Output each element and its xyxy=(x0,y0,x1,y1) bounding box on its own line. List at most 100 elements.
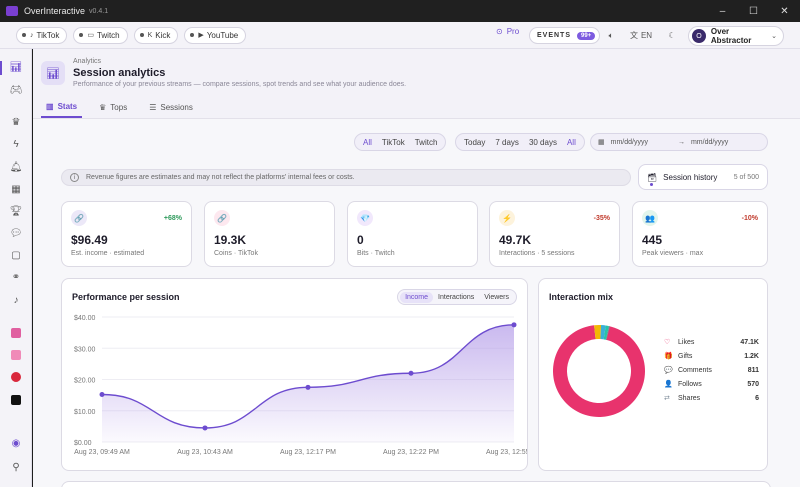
stat-label: Est. income · estimated xyxy=(71,250,145,257)
sidebar-item-music[interactable]: ♪ xyxy=(8,292,24,308)
tiktok-icon: ♪ xyxy=(30,31,34,39)
data-point xyxy=(511,322,517,328)
data-point xyxy=(408,370,414,376)
events-button[interactable]: EVENTS 99+ xyxy=(529,27,601,44)
session-history-button[interactable]: 🗃︎ Session history 5 of 500 xyxy=(638,164,768,190)
moon-icon: ☾ xyxy=(668,31,676,40)
tab-bar: ▥ Stats ♛ Tops ☰ Sessions xyxy=(41,96,210,118)
page-title: Session analytics xyxy=(73,67,166,79)
range-all[interactable]: All xyxy=(566,137,576,147)
user-menu-button[interactable]: O Over Abstractor ⌄ xyxy=(688,26,784,46)
date-arrow-icon: → xyxy=(677,138,685,146)
donut-slice-likes xyxy=(553,325,645,417)
kick-icon: K xyxy=(147,31,153,39)
tab-stats[interactable]: ▥ Stats xyxy=(41,96,83,118)
delta-badge: -10% xyxy=(741,215,758,222)
app-3-icon xyxy=(11,372,21,382)
legend-label: Likes xyxy=(678,338,695,346)
legend-value: 6 xyxy=(755,394,759,402)
sidebar-item-app-4[interactable] xyxy=(8,392,24,408)
platform-label: Kick xyxy=(155,30,171,40)
maximize-button[interactable]: ☐ xyxy=(749,5,758,17)
stat-label: Peak viewers · max xyxy=(642,250,704,257)
date-range-picker[interactable]: ▦ mm/dd/yyyy → mm/dd/yyyy xyxy=(590,133,768,151)
performance-chart: $0.00 $10.00 $20.00 $30.00 $40.00 Aug 23, 09:… xyxy=(74,315,527,456)
legend-label: Comments xyxy=(678,366,712,374)
sidebar-item-chat[interactable]: 💬︎ xyxy=(8,225,24,241)
range-today[interactable]: Today xyxy=(464,137,486,147)
app-title: OverInteractive xyxy=(24,6,86,16)
sidebar-item-games[interactable]: 🎮︎ xyxy=(8,82,24,98)
sidebar-item-widgets[interactable]: ▦ xyxy=(8,181,24,197)
sidebar-item-app-3[interactable] xyxy=(8,369,24,385)
legend-item-follows: 👤 Follows 570 xyxy=(664,377,759,391)
tab-sessions[interactable]: ☰ Sessions xyxy=(144,96,198,118)
sidebar-item-actions[interactable]: ϟ xyxy=(8,136,24,152)
sidebar-item-status[interactable]: ◉ xyxy=(8,435,24,451)
mix-title: Interaction mix xyxy=(549,292,614,302)
platform-youtube-chip[interactable]: ▶ YouTube xyxy=(184,26,247,44)
toggle-income[interactable]: Income xyxy=(400,291,434,303)
data-point xyxy=(202,425,208,431)
platform-label: TikTok xyxy=(36,30,60,40)
stat-value: 49.7K xyxy=(499,233,532,247)
legend-label: Follows xyxy=(678,380,702,388)
platform-label: YouTube xyxy=(206,30,239,40)
close-button[interactable]: ✕ xyxy=(780,5,789,17)
stat-card-viewers: 👥 -10% 445 Peak viewers · max xyxy=(632,201,768,267)
tab-label: Sessions xyxy=(160,102,193,112)
sidebar-item-pin[interactable]: ⚲ xyxy=(8,459,24,475)
x-tick-label: Aug 23, 12:22 PM xyxy=(383,449,439,456)
legend-value: 47.1K xyxy=(740,338,759,346)
legend-icon: 🎁 xyxy=(664,353,673,360)
platform-filter: All TikTok Twitch xyxy=(354,133,447,151)
sidebar-item-alerts[interactable]: 🔔︎ xyxy=(8,159,24,175)
gamepad-icon: 🎮︎ xyxy=(9,84,23,96)
sidebar-item-trophies[interactable]: 🏆︎ xyxy=(8,203,24,219)
tab-label: Tops xyxy=(110,102,128,112)
range-7-days[interactable]: 7 days xyxy=(495,137,519,147)
toggle-viewers[interactable]: Viewers xyxy=(484,293,509,301)
sidebar-item-app-2[interactable] xyxy=(8,347,24,363)
stats-icon: ▥ xyxy=(46,101,54,111)
sidebar-item-integrations[interactable]: ⚭ xyxy=(8,269,24,285)
pro-badge[interactable]: ⊙ Pro xyxy=(496,27,519,36)
x-tick-label: Aug 23, 12:17 PM xyxy=(280,449,336,456)
platform-kick-chip[interactable]: K Kick xyxy=(133,26,179,44)
volume-button[interactable]: 🔈︎ xyxy=(601,27,621,44)
sidebar-item-crown[interactable]: ♛ xyxy=(8,114,24,130)
main-content: 📊︎ Analytics Session analytics Performan… xyxy=(33,49,800,487)
page-subtitle: Performance of your previous streams — c… xyxy=(73,81,407,88)
x-tick-label: Aug 23, 10:43 AM xyxy=(177,449,233,456)
platform-twitch-chip[interactable]: ▭ Twitch xyxy=(73,26,128,44)
youtube-icon: ▶ xyxy=(198,32,204,39)
filter-tiktok[interactable]: TikTok xyxy=(381,137,405,147)
range-30-days[interactable]: 30 days xyxy=(528,137,557,147)
tab-tops[interactable]: ♛ Tops xyxy=(94,96,132,118)
legend-value: 1.2K xyxy=(744,352,759,360)
legend-value: 811 xyxy=(747,366,759,374)
sidebar-item-app-1[interactable] xyxy=(8,325,24,341)
sidebar-item-analytics[interactable]: 📊︎ xyxy=(8,59,24,75)
trophy-icon: ♛ xyxy=(99,102,107,112)
date-from-field[interactable]: mm/dd/yyyy xyxy=(610,138,648,146)
app-2-icon xyxy=(11,350,21,360)
toggle-interactions[interactable]: Interactions xyxy=(438,293,475,301)
y-tick-label: $0.00 xyxy=(74,440,92,447)
filter-twitch[interactable]: Twitch xyxy=(414,137,438,147)
platform-tiktok-chip[interactable]: ♪ TikTok xyxy=(16,26,68,44)
performance-title: Performance per session xyxy=(72,292,180,302)
data-point xyxy=(305,384,311,390)
legend-icon: ⇄ xyxy=(664,395,670,402)
language-button[interactable]: 文 EN xyxy=(626,27,656,44)
date-to-field[interactable]: mm/dd/yyyy xyxy=(690,138,729,146)
stat-value: $96.49 xyxy=(71,233,108,247)
filter-all[interactable]: All xyxy=(363,137,372,147)
minimize-button[interactable]: – xyxy=(719,5,726,17)
sidebar-item-messages[interactable]: ▢ xyxy=(8,247,24,263)
bell-icon: 🔔︎ xyxy=(9,161,23,173)
activity-icon: ⚡ xyxy=(499,210,515,226)
speaker-icon: 🔈︎ xyxy=(608,30,614,40)
donut-slice-gifts xyxy=(594,325,602,340)
theme-toggle-button[interactable]: ☾ xyxy=(662,27,682,44)
